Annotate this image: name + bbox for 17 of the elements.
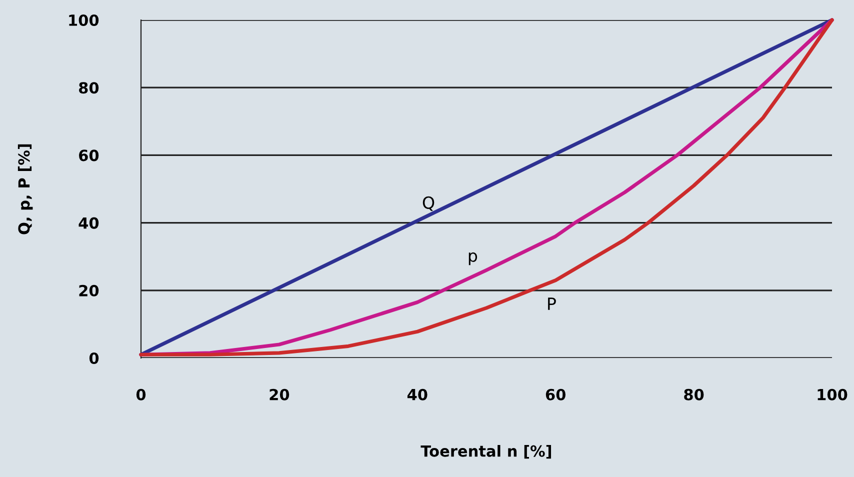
y-tick-label: 40 <box>78 217 99 229</box>
x-tick-label: 0 <box>136 388 146 400</box>
series-label: Q <box>422 196 434 211</box>
y-axis-title: Q, p, P [%] <box>18 144 33 234</box>
x-tick-label: 40 <box>407 388 428 400</box>
y-tick-label: 0 <box>89 352 99 364</box>
x-axis-title: Toerental n [%] <box>420 445 552 459</box>
series-label: p <box>468 252 478 266</box>
x-tick-label: 20 <box>270 388 290 400</box>
x-tick-label: 80 <box>684 388 704 400</box>
y-tick-label: 60 <box>79 150 99 162</box>
y-tick-label: 20 <box>79 284 99 296</box>
series-label: P <box>548 298 556 310</box>
x-tick-label: 60 <box>546 388 566 400</box>
y-tick-label: 100 <box>69 14 99 26</box>
x-tick-label: 100 <box>818 388 848 400</box>
y-tick-label: 80 <box>79 82 99 94</box>
